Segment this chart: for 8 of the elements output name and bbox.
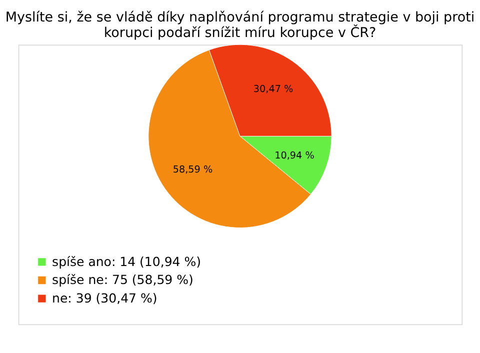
text: Myslíte si, že se vládě díky naplňování programu strategie v boji proti [5,9,475,26]
text: korupci podaří snížit míru korupce v ČR? [104,24,376,41]
legend-label: spíše ne: 75 (58,59 %) [52,272,194,288]
legend-label: spíše ano: 14 (10,94 %) [52,254,202,269]
data-label: 58,59 % [172,164,213,176]
legend-label: ne: 39 (30,47 %) [52,290,158,306]
data-label: 30,47 % [253,84,294,95]
data-label: 10,94 % [274,150,314,162]
